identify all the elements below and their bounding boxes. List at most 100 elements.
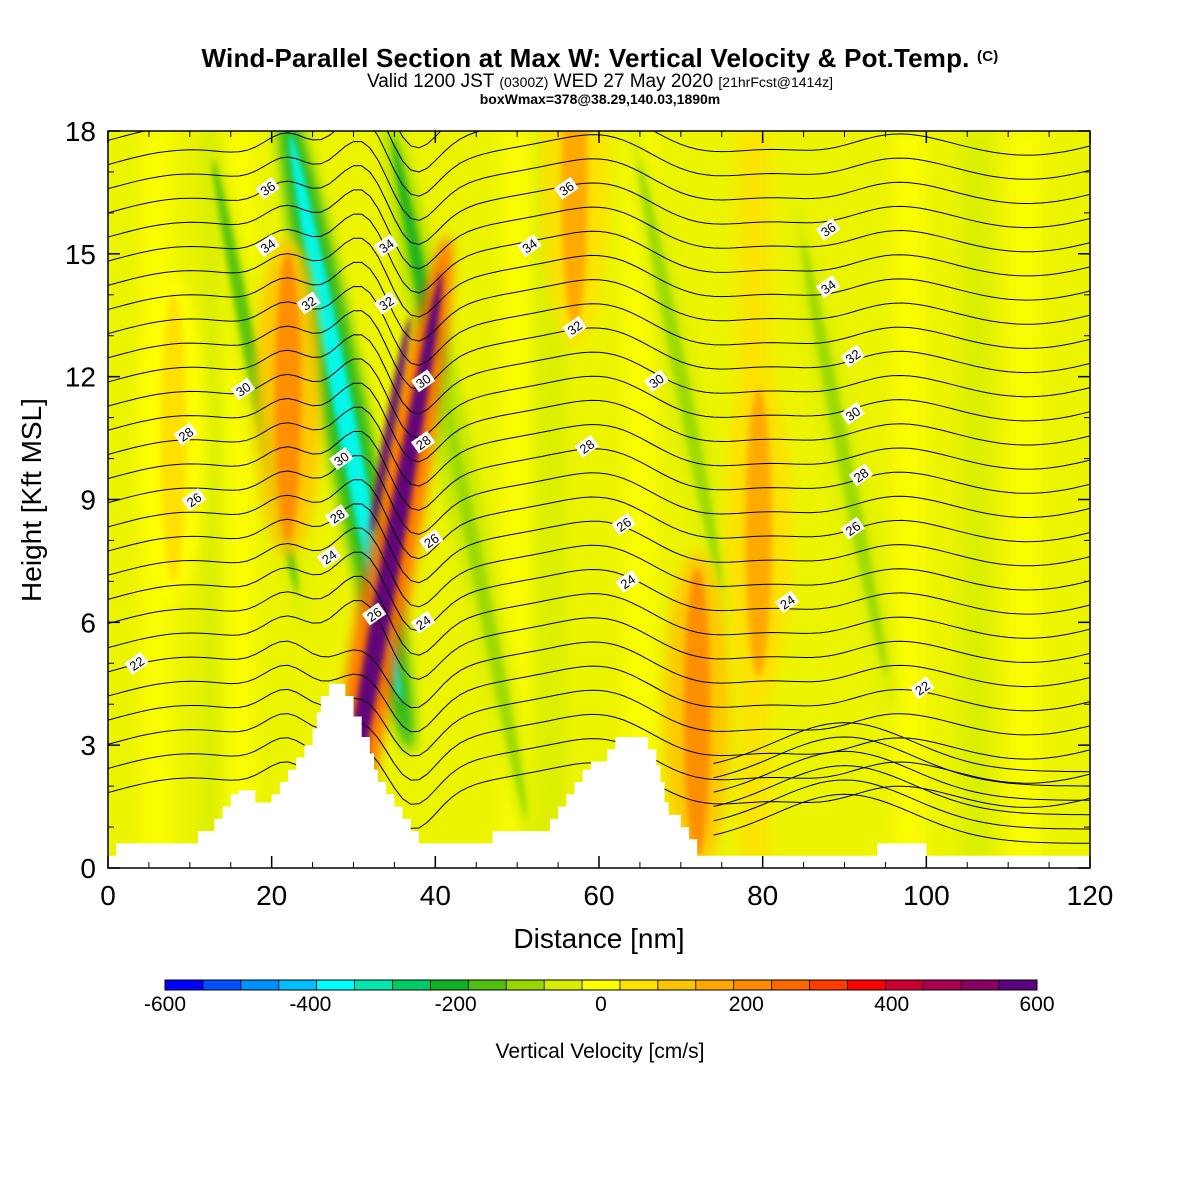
contour-label-box <box>840 516 865 540</box>
colorbar-swatch <box>316 980 356 990</box>
field-band <box>959 131 992 868</box>
theta-contour-line <box>108 382 1090 463</box>
contour-label-text: 28 <box>413 432 433 453</box>
contour-label-text: 22 <box>912 678 932 699</box>
contour-label: 34 <box>815 275 841 299</box>
contour-label: 36 <box>815 217 841 241</box>
contour-label-text: 36 <box>818 219 838 240</box>
updraft-core <box>684 568 711 857</box>
contour-label: 26 <box>611 512 636 536</box>
y-axis-label: Height [Kft MSL] <box>16 398 47 602</box>
contour-label-box <box>373 234 399 258</box>
contour-label-box <box>328 447 354 471</box>
contour-label: 28 <box>848 463 874 487</box>
x-tick-label: 120 <box>1067 880 1114 911</box>
contour-label-box <box>255 176 280 200</box>
contour-label: 26 <box>361 602 387 626</box>
theta-contour-line <box>108 0 1090 3</box>
colorbar-swatch <box>999 980 1038 990</box>
contour-label: 32 <box>840 344 865 368</box>
title-main: Wind-Parallel Section at Max W: Vertical… <box>201 43 970 73</box>
theta-contour-line <box>108 455 1090 535</box>
contour-label-box <box>173 422 198 446</box>
contour-label-text: 30 <box>331 449 351 470</box>
theta-contour-line <box>108 285 1090 366</box>
contour-label: 30 <box>840 402 865 425</box>
colorbar-swatch <box>544 980 583 990</box>
contour-label-box <box>316 545 342 569</box>
theta-contour-line <box>108 141 1090 221</box>
contour-label: 28 <box>410 430 436 454</box>
contour-label-text: 24 <box>777 592 797 613</box>
colorbar-swatch <box>430 980 469 990</box>
colorbar-swatch <box>733 980 773 990</box>
x-tick-label: 40 <box>420 880 451 911</box>
terrain <box>108 683 1090 868</box>
updraft-core <box>274 253 302 542</box>
contour-label-box <box>840 402 865 425</box>
colorbar-swatch <box>695 980 735 990</box>
chart-subtitle-box: boxWmax=378@38.29,140.03,1890m <box>479 91 721 107</box>
contour-label-text: 26 <box>614 514 634 535</box>
theta-contour-line <box>108 713 1090 781</box>
contour-label: 30 <box>644 369 669 393</box>
contour-label: 22 <box>909 676 935 700</box>
contour-label: 34 <box>517 234 542 258</box>
x-tick-label: 0 <box>100 880 116 911</box>
contour-label-text: 30 <box>413 371 433 392</box>
y-tick-label: 18 <box>65 116 96 147</box>
x-tick-label: 80 <box>747 880 778 911</box>
forecast-label: [21hrFcst@1414z] <box>718 74 834 90</box>
valid-utc: (0300Z) <box>499 74 549 90</box>
contour-label-text: 36 <box>556 178 576 199</box>
contour-label-text: 30 <box>233 379 253 400</box>
theta-contour-line <box>108 503 1090 584</box>
y-tick-label: 12 <box>65 362 96 393</box>
contour-label-box <box>361 602 387 626</box>
contour-label-box <box>255 234 280 258</box>
theta-contour-line <box>713 750 1090 801</box>
contour-label-box <box>644 369 669 393</box>
contour-label-text: 36 <box>258 178 278 199</box>
theta-contour-line <box>108 189 1090 270</box>
colorbar-tick-label: -200 <box>435 993 477 1016</box>
x-tick-label: 60 <box>583 880 614 911</box>
contour-label-text: 24 <box>413 612 433 633</box>
contour-label: 30 <box>328 447 354 471</box>
colorbar-swatch <box>809 980 848 990</box>
colorbar-tick-label: 200 <box>729 993 764 1016</box>
contour-label: 32 <box>373 291 399 315</box>
colorbar-label: Vertical Velocity [cm/s] <box>496 1040 705 1063</box>
theta-contour-line <box>713 793 1090 844</box>
downdraft-core <box>638 159 724 594</box>
colorbar-swatch <box>961 980 1000 990</box>
theta-contour-line <box>108 551 1090 632</box>
colorbar-swatch <box>657 980 697 990</box>
contour-label: 28 <box>324 504 350 528</box>
theta-contour-line <box>108 261 1090 342</box>
theta-contour-line <box>108 0 1090 27</box>
theta-contour-line <box>108 688 1090 757</box>
colorbar-swatch <box>506 980 545 990</box>
contour-label-text: 30 <box>843 404 863 425</box>
contour-label-box <box>410 610 436 634</box>
contour-label-text: 34 <box>376 236 396 257</box>
theta-contour-line <box>713 779 1090 830</box>
theta-contour-line <box>108 237 1090 318</box>
theta-contour-line <box>713 722 1090 773</box>
contour-label-text: 24 <box>319 547 339 568</box>
contour-label-box <box>296 291 321 315</box>
theta-contour-line <box>108 600 1090 680</box>
colorbar-swatch <box>582 980 621 990</box>
colorbar-swatch <box>923 980 962 990</box>
contour-label: 34 <box>373 234 399 258</box>
valid-prefix: Valid 1200 JST <box>366 71 495 92</box>
contour-label-box <box>181 488 207 511</box>
theta-contour-line <box>713 765 1090 816</box>
theta-contour-line <box>108 334 1090 415</box>
contour-label: 32 <box>562 316 587 339</box>
contour-label-text: 26 <box>184 490 204 511</box>
contour-label: 26 <box>181 488 207 511</box>
theta-contour-line <box>108 640 1090 709</box>
